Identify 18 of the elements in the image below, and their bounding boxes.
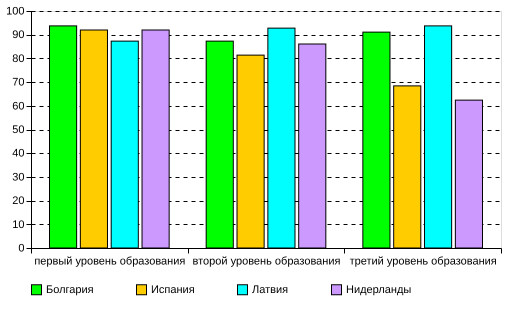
y-tick-label: 10 [12,218,24,231]
y-tick-label: 60 [12,100,24,112]
legend-label: Латвия [252,284,288,296]
legend-label: Болгария [46,284,94,296]
x-tick-label: второй уровень образования [192,256,341,268]
y-tick-label: 0 [18,242,24,254]
y-tick-label: 40 [12,148,24,160]
y-tick-label: 50 [12,124,24,136]
y-tick-label: 80 [12,52,24,65]
x-tick-label: первый уровень образования [34,256,186,268]
y-tick-label: 100 [6,6,24,18]
y-tick-label: 90 [12,29,24,42]
y-tick-label: 70 [12,76,24,89]
x-tick-label: третий уровень образования [350,256,497,268]
y-tick-label: 30 [12,171,24,184]
legend-label: Испания [151,284,195,296]
y-tick-label: 20 [12,195,24,208]
legend-label: Нидерланды [346,284,412,296]
